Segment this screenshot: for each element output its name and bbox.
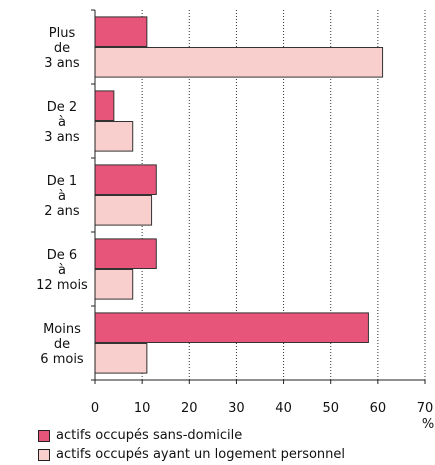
bars-group bbox=[94, 16, 384, 374]
x-tick-label-60: 60 bbox=[370, 401, 387, 416]
x-tick-label-30: 30 bbox=[228, 401, 245, 416]
legend-swatch-series-2 bbox=[38, 448, 50, 461]
x-axis-unit-label: % bbox=[422, 417, 434, 432]
bar-series-2-cat-4 bbox=[94, 269, 134, 300]
bar-series-2-cat-5 bbox=[94, 343, 148, 374]
x-tick-label-50: 50 bbox=[322, 401, 339, 416]
category-label-4: De 6 à 12 mois bbox=[36, 248, 88, 293]
legend-label-series-1: actifs occupés sans-domicile bbox=[56, 428, 243, 443]
bar-series-1-cat-2 bbox=[94, 90, 115, 122]
x-tick-label-10: 10 bbox=[134, 401, 151, 416]
x-tick-label-0: 0 bbox=[91, 401, 99, 416]
axes bbox=[91, 9, 426, 384]
x-tick-labels: 0 10 20 30 40 50 60 70 bbox=[91, 401, 433, 416]
category-label-1: Plus de 3 ans bbox=[44, 26, 80, 71]
bar-series-2-cat-1 bbox=[94, 47, 384, 78]
bar-series-1-cat-4 bbox=[94, 238, 157, 269]
legend-swatch-series-1 bbox=[38, 429, 50, 442]
legend-label-series-2: actifs occupés ayant un logement personn… bbox=[56, 447, 346, 462]
bar-series-1-cat-1 bbox=[94, 16, 148, 47]
legend-item-series-2: actifs occupés ayant un logement personn… bbox=[38, 447, 345, 462]
category-label-5: Moins de 6 mois bbox=[40, 322, 84, 367]
bar-series-1-cat-5 bbox=[94, 312, 369, 343]
bar-series-2-cat-2 bbox=[94, 121, 134, 152]
bar-series-2-cat-3 bbox=[94, 195, 153, 226]
bar-series-1-cat-3 bbox=[94, 164, 157, 195]
x-tick-label-20: 20 bbox=[181, 401, 198, 416]
legend-item-series-1: actifs occupés sans-domicile bbox=[38, 428, 242, 443]
x-tick-label-70: 70 bbox=[417, 401, 434, 416]
x-tick-label-40: 40 bbox=[275, 401, 292, 416]
